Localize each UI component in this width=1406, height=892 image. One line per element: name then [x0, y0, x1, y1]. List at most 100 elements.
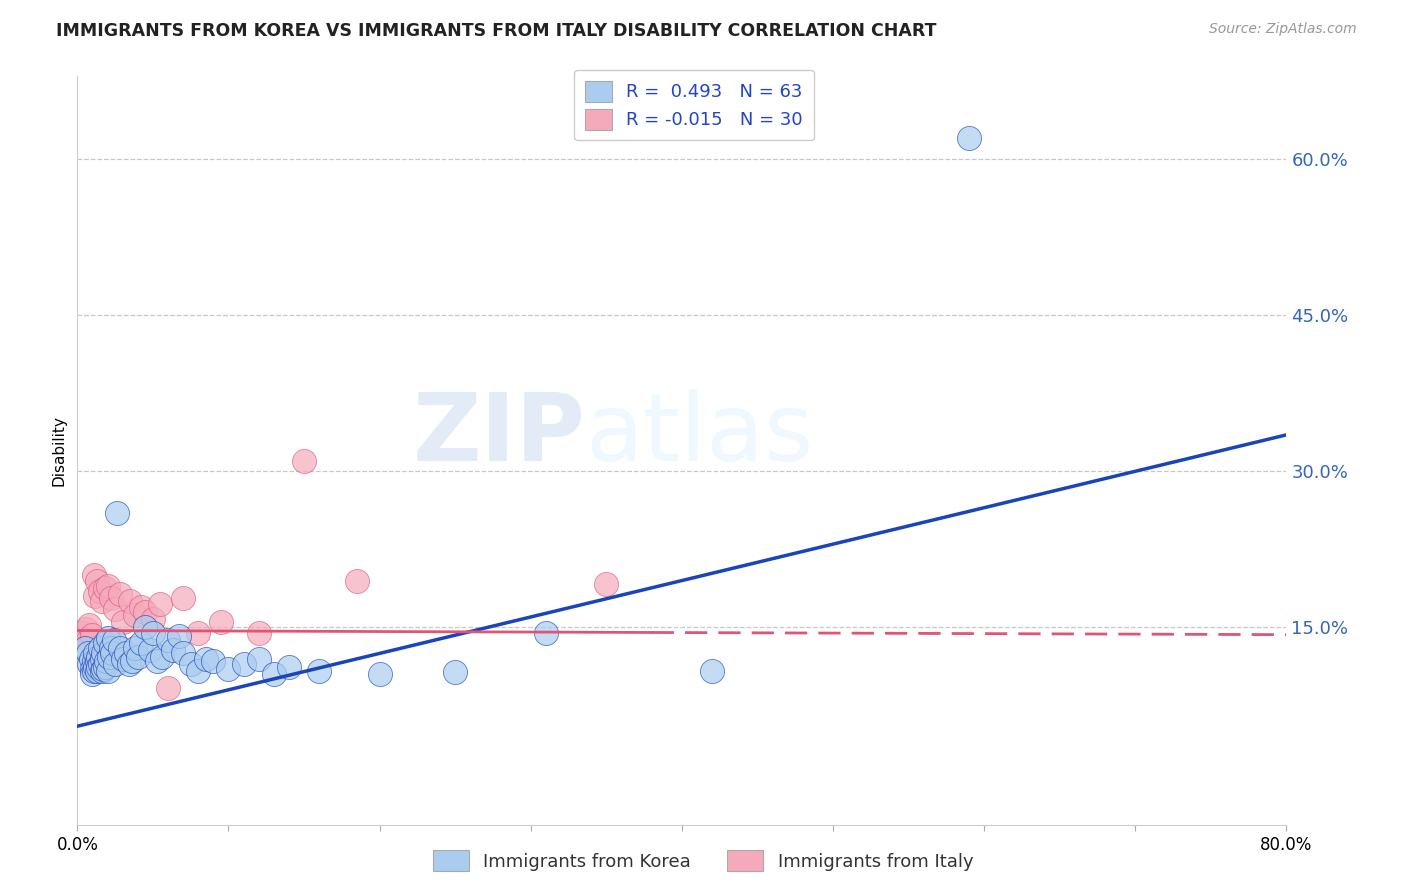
Point — [103, 632, 125, 647]
Point — [142, 625, 165, 640]
Point — [368, 667, 391, 681]
Text: Source: ZipAtlas.com: Source: ZipAtlas.com — [1209, 22, 1357, 37]
Point — [595, 576, 617, 591]
Text: IMMIGRANTS FROM KOREA VS IMMIGRANTS FROM ITALY DISABILITY CORRELATION CHART: IMMIGRANTS FROM KOREA VS IMMIGRANTS FROM… — [56, 22, 936, 40]
Point — [105, 506, 128, 520]
Point — [129, 636, 152, 650]
Point — [111, 615, 134, 630]
Point — [100, 591, 122, 606]
Point — [108, 587, 131, 601]
Point — [114, 646, 136, 660]
Point — [98, 649, 121, 664]
Point — [142, 612, 165, 626]
Point — [77, 646, 100, 660]
Point — [84, 660, 107, 674]
Point — [247, 651, 270, 665]
Point — [91, 662, 114, 676]
Point — [79, 657, 101, 671]
Point — [84, 589, 107, 603]
Y-axis label: Disability: Disability — [51, 415, 66, 486]
Point — [157, 681, 180, 695]
Point — [187, 664, 209, 678]
Point — [150, 649, 173, 664]
Point — [127, 649, 149, 664]
Point — [83, 568, 105, 582]
Point — [100, 641, 122, 656]
Legend: R =  0.493   N = 63, R = -0.015   N = 30: R = 0.493 N = 63, R = -0.015 N = 30 — [574, 70, 814, 140]
Point — [87, 649, 110, 664]
Point — [157, 632, 180, 647]
Point — [172, 646, 194, 660]
Point — [93, 636, 115, 650]
Point — [80, 651, 103, 665]
Point — [86, 664, 108, 678]
Point — [292, 454, 315, 468]
Point — [346, 574, 368, 588]
Point — [129, 599, 152, 614]
Point — [308, 664, 330, 678]
Point — [124, 607, 146, 622]
Point — [82, 628, 104, 642]
Point — [82, 662, 104, 676]
Point — [75, 623, 97, 637]
Point — [82, 667, 104, 681]
Point — [101, 646, 124, 660]
Point — [89, 641, 111, 656]
Point — [263, 667, 285, 681]
Point — [139, 643, 162, 657]
Point — [104, 601, 127, 615]
Point — [72, 625, 94, 640]
Point — [247, 625, 270, 640]
Point — [162, 643, 184, 657]
Point — [187, 625, 209, 640]
Point — [218, 662, 240, 676]
Point — [108, 641, 131, 656]
Point — [94, 654, 117, 668]
Point — [96, 631, 118, 645]
Point — [202, 654, 225, 668]
Point — [89, 584, 111, 599]
Point — [167, 629, 190, 643]
Point — [86, 574, 108, 588]
Point — [84, 646, 107, 660]
Point — [93, 660, 115, 674]
Point — [124, 641, 146, 656]
Point — [87, 660, 110, 674]
Point — [79, 618, 101, 632]
Point — [121, 654, 143, 668]
Point — [73, 641, 96, 656]
Point — [90, 664, 112, 678]
Point — [96, 664, 118, 678]
Point — [278, 660, 301, 674]
Point — [93, 581, 115, 595]
Text: ZIP: ZIP — [412, 390, 585, 482]
Point — [134, 605, 156, 619]
Point — [180, 657, 202, 671]
Point — [172, 591, 194, 606]
Point — [111, 651, 134, 665]
Point — [120, 594, 142, 608]
Point — [104, 657, 127, 671]
Point — [957, 131, 980, 145]
Point — [83, 654, 105, 668]
Point — [89, 657, 111, 671]
Point — [444, 665, 467, 680]
Point — [77, 632, 100, 647]
Point — [91, 646, 114, 660]
Point — [702, 664, 724, 678]
Point — [118, 657, 141, 671]
Point — [83, 664, 105, 678]
Point — [90, 594, 112, 608]
Point — [146, 654, 169, 668]
Point — [149, 598, 172, 612]
Point — [86, 654, 108, 668]
Point — [232, 657, 254, 671]
Point — [90, 651, 112, 665]
Point — [96, 579, 118, 593]
Point — [194, 651, 217, 665]
Point — [534, 625, 557, 640]
Legend: Immigrants from Korea, Immigrants from Italy: Immigrants from Korea, Immigrants from I… — [426, 843, 980, 879]
Point — [134, 620, 156, 634]
Text: atlas: atlas — [585, 390, 814, 482]
Point — [209, 615, 232, 630]
